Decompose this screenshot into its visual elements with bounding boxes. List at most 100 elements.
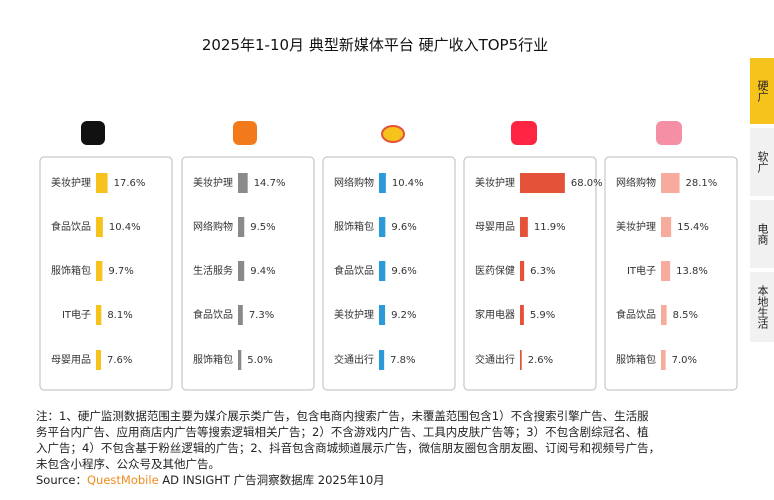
bar bbox=[520, 173, 565, 193]
category-label: 网络购物 bbox=[616, 176, 656, 189]
category-label: 交通出行 bbox=[334, 353, 374, 366]
bar bbox=[661, 350, 666, 370]
category-label: 食品饮品 bbox=[51, 220, 91, 233]
bar bbox=[661, 173, 680, 193]
bar bbox=[238, 305, 243, 325]
value-label: 5.9% bbox=[530, 310, 555, 321]
category-label: 食品饮品 bbox=[193, 308, 233, 321]
title: 2025年1-10月 典型新媒体平台 硬广收入TOP5行业 bbox=[201, 36, 549, 54]
bar bbox=[379, 217, 386, 237]
kuaishou-logo bbox=[233, 121, 257, 145]
source-prefix: Source： bbox=[36, 473, 87, 487]
category-label: 食品饮品 bbox=[616, 308, 656, 321]
category-label: 服饰箱包 bbox=[334, 220, 374, 233]
value-label: 7.3% bbox=[249, 310, 274, 321]
value-label: 10.4% bbox=[109, 222, 141, 233]
category-label: IT电子 bbox=[627, 264, 656, 277]
category-label: 服饰箱包 bbox=[193, 353, 233, 366]
value-label: 8.1% bbox=[107, 310, 132, 321]
bar bbox=[238, 173, 248, 193]
bar bbox=[238, 217, 245, 237]
note-line: 未包含小程序、公众号及其他广告。 bbox=[36, 457, 220, 471]
value-label: 2.6% bbox=[528, 355, 553, 366]
category-label: 服饰箱包 bbox=[51, 264, 91, 277]
category-label: 美妆护理 bbox=[334, 308, 374, 321]
bar bbox=[661, 305, 667, 325]
source-brand: QuestMobile bbox=[87, 473, 159, 487]
value-label: 9.7% bbox=[108, 266, 133, 277]
value-label: 14.7% bbox=[254, 178, 286, 189]
bar bbox=[520, 261, 525, 281]
value-label: 7.8% bbox=[390, 355, 415, 366]
source-rest: AD INSIGHT 广告洞察数据库 2025年10月 bbox=[158, 473, 385, 487]
bar bbox=[96, 350, 102, 370]
panel bbox=[39, 156, 173, 391]
bar bbox=[520, 305, 524, 325]
platform-logo bbox=[656, 121, 682, 145]
category-label: 交通出行 bbox=[475, 353, 515, 366]
bar bbox=[238, 261, 245, 281]
panel bbox=[463, 156, 597, 391]
category-label: 网络购物 bbox=[193, 220, 233, 233]
xiaohongshu-logo bbox=[511, 121, 537, 145]
bar bbox=[379, 350, 385, 370]
bar bbox=[520, 217, 528, 237]
category-label: 服饰箱包 bbox=[616, 353, 656, 366]
category-label: 母婴用品 bbox=[51, 354, 91, 366]
bar bbox=[96, 261, 103, 281]
panel bbox=[322, 156, 456, 391]
category-label: 食品饮品 bbox=[334, 264, 374, 277]
note-line: 注：1、硬广监测数据范围主要为媒介展示类广告，包含电商内搜索广告，未覆盖范围包含… bbox=[36, 409, 649, 423]
category-label: 美妆护理 bbox=[193, 176, 233, 189]
value-label: 5.0% bbox=[247, 355, 272, 366]
panel bbox=[604, 156, 738, 391]
value-label: 9.5% bbox=[250, 222, 275, 233]
bar bbox=[379, 173, 386, 193]
value-label: 6.3% bbox=[530, 266, 555, 277]
douyin-logo bbox=[81, 121, 105, 145]
value-label: 8.5% bbox=[673, 310, 698, 321]
value-label: 15.4% bbox=[677, 222, 709, 233]
value-label: 13.8% bbox=[676, 266, 708, 277]
note-line: 入广告；4）不包含基于粉丝逻辑的广告；2、抖音包含商城频道展示广告，微信朋友圈包… bbox=[36, 441, 661, 455]
category-label: 美妆护理 bbox=[51, 176, 91, 189]
value-label: 28.1% bbox=[686, 178, 718, 189]
tab[interactable]: 硬广 bbox=[750, 58, 774, 126]
bar bbox=[379, 305, 386, 325]
value-label: 17.6% bbox=[114, 178, 146, 189]
value-label: 9.2% bbox=[391, 310, 416, 321]
tab[interactable]: 软广 bbox=[750, 128, 774, 198]
logos bbox=[81, 121, 682, 145]
bar bbox=[661, 261, 671, 281]
value-label: 11.9% bbox=[534, 222, 566, 233]
bar bbox=[238, 350, 242, 370]
value-label: 9.6% bbox=[391, 222, 416, 233]
category-label: 网络购物 bbox=[334, 176, 374, 189]
note: 注：1、硬广监测数据范围主要为媒介展示类广告，包含电商内搜索广告，未覆盖范围包含… bbox=[36, 408, 660, 488]
category-label: 美妆护理 bbox=[475, 176, 515, 189]
tab[interactable]: 本地生活 bbox=[750, 272, 774, 344]
bar bbox=[96, 217, 103, 237]
category-label: 美妆护理 bbox=[616, 220, 656, 233]
value-label: 68.0% bbox=[571, 178, 603, 189]
value-label: 7.0% bbox=[672, 355, 697, 366]
charts: 美妆护理 17.6% 食品饮品 10.4% 服饰箱包 9.7% IT电子 8.1% 母婴用品 7.… bbox=[39, 121, 738, 391]
value-label: 9.6% bbox=[391, 266, 416, 277]
value-label: 9.4% bbox=[250, 266, 275, 277]
panel bbox=[181, 156, 315, 391]
value-label: 7.6% bbox=[107, 355, 132, 366]
category-label: 生活服务 bbox=[193, 264, 233, 277]
weibo-logo bbox=[381, 125, 405, 143]
bar bbox=[96, 173, 108, 193]
category-label: 医药保健 bbox=[475, 264, 515, 277]
category-label: 家用电器 bbox=[475, 308, 515, 321]
category-label: 母婴用品 bbox=[475, 221, 515, 233]
bar bbox=[379, 261, 386, 281]
tab[interactable]: 电商 bbox=[750, 200, 774, 270]
note-line: 务平台内广告、应用商店内广告等搜索逻辑相关广告；2）不含游戏内广告、工具内皮肤广… bbox=[36, 425, 649, 439]
source: Source：QuestMobile AD INSIGHT 广告洞察数据库 20… bbox=[36, 472, 660, 488]
bar bbox=[96, 305, 102, 325]
bar bbox=[520, 350, 522, 370]
category-label: IT电子 bbox=[62, 308, 91, 321]
value-label: 10.4% bbox=[392, 178, 424, 189]
